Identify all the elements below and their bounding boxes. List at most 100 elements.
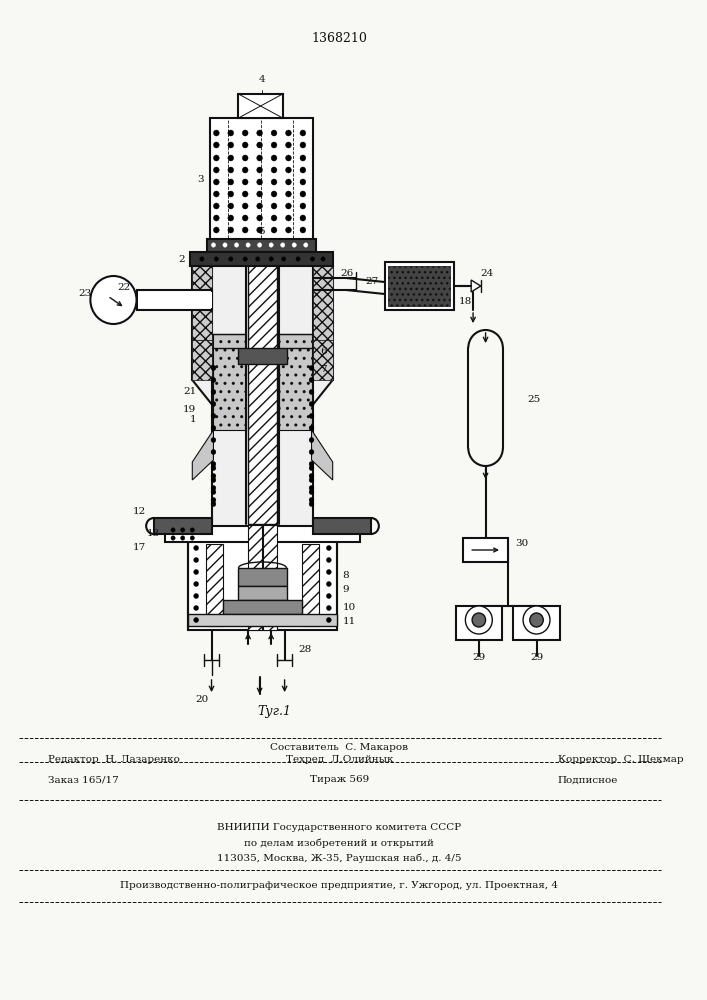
Text: Корректор  С. Шекмар: Корректор С. Шекмар xyxy=(558,756,683,764)
Bar xyxy=(214,334,246,430)
Circle shape xyxy=(300,142,305,148)
Text: 23: 23 xyxy=(78,290,91,298)
Circle shape xyxy=(271,142,277,148)
Circle shape xyxy=(194,570,199,574)
Circle shape xyxy=(309,377,314,382)
Circle shape xyxy=(269,243,274,247)
Circle shape xyxy=(271,215,277,221)
Bar xyxy=(192,266,211,340)
Bar xyxy=(189,614,337,626)
Text: Тираж 569: Тираж 569 xyxy=(310,776,369,784)
Bar xyxy=(192,340,211,380)
Circle shape xyxy=(171,528,175,532)
Circle shape xyxy=(194,593,199,598)
Circle shape xyxy=(194,605,199,610)
Circle shape xyxy=(228,203,233,209)
Text: 113035, Москва, Ж-35, Раушская наб., д. 4/5: 113035, Москва, Ж-35, Раушская наб., д. … xyxy=(217,853,462,863)
Circle shape xyxy=(286,215,291,221)
Circle shape xyxy=(309,486,314,490)
Circle shape xyxy=(327,617,332,622)
Text: 2: 2 xyxy=(178,254,185,263)
Text: 24: 24 xyxy=(481,269,494,278)
Circle shape xyxy=(271,167,277,173)
Polygon shape xyxy=(312,430,333,480)
Circle shape xyxy=(300,179,305,185)
Text: 21: 21 xyxy=(183,387,196,396)
Circle shape xyxy=(271,203,277,209)
Text: 22: 22 xyxy=(117,284,131,292)
Circle shape xyxy=(281,257,286,261)
Bar xyxy=(238,348,286,364)
Circle shape xyxy=(309,497,314,502)
Circle shape xyxy=(271,191,277,197)
Text: 12: 12 xyxy=(133,508,146,516)
Bar xyxy=(264,525,277,630)
Bar xyxy=(238,586,286,600)
Bar xyxy=(190,252,333,266)
Circle shape xyxy=(309,462,314,466)
Circle shape xyxy=(211,466,216,471)
Circle shape xyxy=(300,227,305,233)
Text: 29: 29 xyxy=(530,654,543,662)
Bar xyxy=(513,606,560,640)
Circle shape xyxy=(211,462,216,466)
Polygon shape xyxy=(192,266,333,550)
Circle shape xyxy=(327,546,332,550)
Circle shape xyxy=(286,203,291,209)
Circle shape xyxy=(211,243,216,247)
Circle shape xyxy=(271,155,277,161)
Circle shape xyxy=(309,438,314,442)
Circle shape xyxy=(228,215,233,221)
Circle shape xyxy=(271,179,277,185)
Circle shape xyxy=(214,257,218,261)
Circle shape xyxy=(286,191,291,197)
Circle shape xyxy=(257,155,262,161)
Circle shape xyxy=(243,142,248,148)
Text: Заказ 165/17: Заказ 165/17 xyxy=(48,776,119,784)
Text: Составитель  С. Макаров: Составитель С. Макаров xyxy=(270,744,409,752)
Text: 11: 11 xyxy=(342,617,356,626)
Circle shape xyxy=(243,257,247,261)
Circle shape xyxy=(214,215,219,221)
Circle shape xyxy=(211,478,216,483)
Text: 13: 13 xyxy=(146,530,160,538)
Circle shape xyxy=(257,203,262,209)
Circle shape xyxy=(286,142,291,148)
Circle shape xyxy=(228,142,233,148)
Bar xyxy=(206,544,223,626)
Circle shape xyxy=(211,365,216,370)
Circle shape xyxy=(211,414,216,418)
Circle shape xyxy=(243,227,248,233)
Text: 4: 4 xyxy=(258,76,265,85)
Text: 5: 5 xyxy=(258,228,265,236)
Circle shape xyxy=(309,414,314,418)
Circle shape xyxy=(257,130,262,136)
Circle shape xyxy=(211,486,216,490)
Bar xyxy=(238,568,286,586)
Bar xyxy=(313,266,333,340)
Circle shape xyxy=(214,167,219,173)
Circle shape xyxy=(309,502,314,506)
Circle shape xyxy=(243,167,248,173)
Bar xyxy=(139,292,211,308)
Circle shape xyxy=(243,179,248,185)
Circle shape xyxy=(300,155,305,161)
Circle shape xyxy=(286,167,291,173)
Circle shape xyxy=(257,227,262,233)
Bar xyxy=(313,340,333,380)
Circle shape xyxy=(257,191,262,197)
Circle shape xyxy=(327,593,332,598)
Circle shape xyxy=(223,243,227,247)
Circle shape xyxy=(243,155,248,161)
Circle shape xyxy=(228,167,233,173)
Circle shape xyxy=(211,389,216,394)
Text: 25: 25 xyxy=(527,395,540,404)
Circle shape xyxy=(523,606,550,634)
Circle shape xyxy=(211,377,216,382)
Bar xyxy=(279,334,312,430)
Circle shape xyxy=(310,257,315,261)
Text: 7: 7 xyxy=(320,365,327,374)
Circle shape xyxy=(271,227,277,233)
Text: 30: 30 xyxy=(515,540,529,548)
Circle shape xyxy=(200,257,204,261)
